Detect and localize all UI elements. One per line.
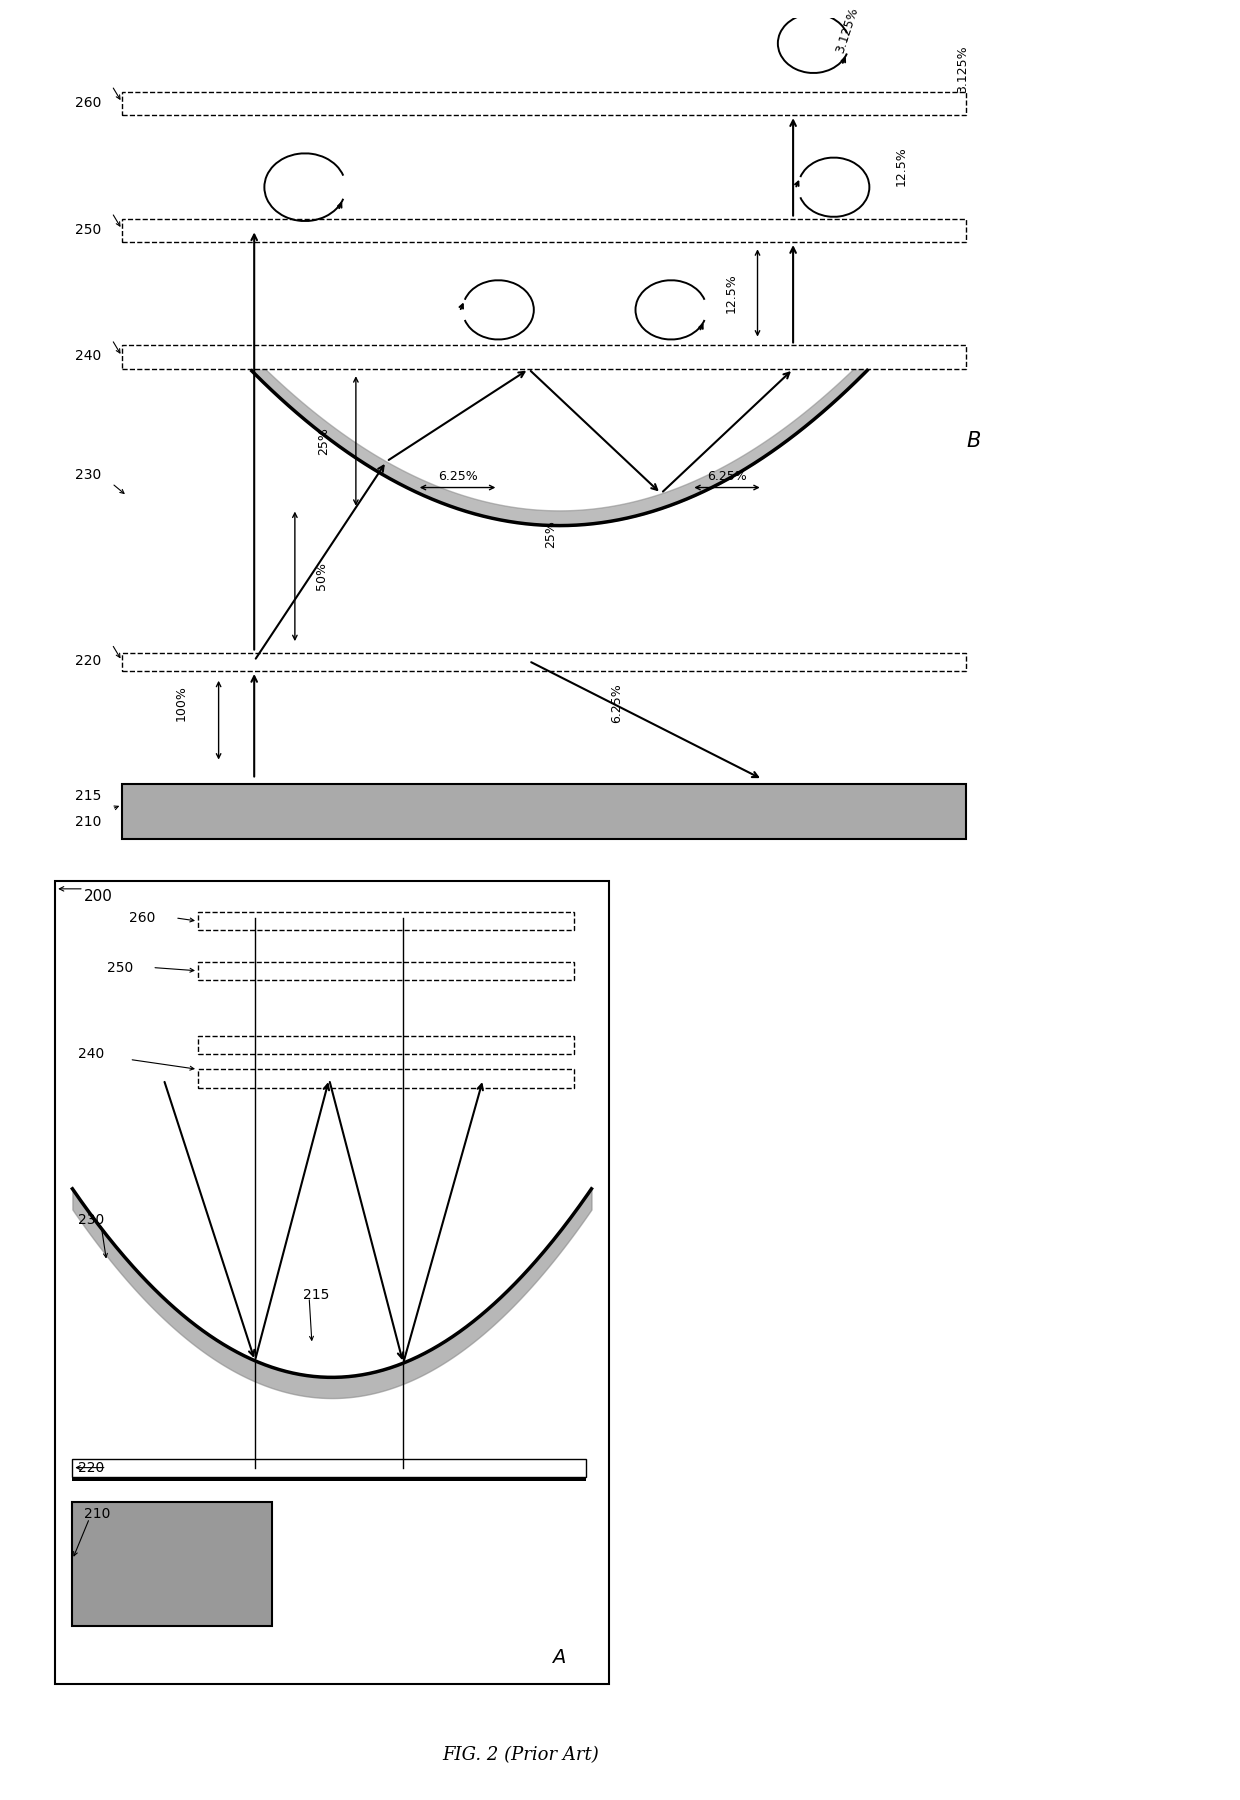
Text: 200: 200 bbox=[84, 889, 113, 904]
Text: 260: 260 bbox=[76, 95, 102, 110]
Text: 215: 215 bbox=[76, 790, 102, 803]
Text: B: B bbox=[966, 430, 981, 452]
Text: 6.25%: 6.25% bbox=[438, 470, 477, 482]
Bar bbox=[122, 92, 966, 115]
Bar bbox=[72, 1501, 272, 1625]
Text: 25%: 25% bbox=[317, 427, 330, 455]
Text: 240: 240 bbox=[76, 349, 102, 364]
Bar bbox=[72, 1458, 585, 1476]
Text: 220: 220 bbox=[78, 1462, 104, 1476]
Text: 25%: 25% bbox=[544, 520, 557, 547]
Text: 250: 250 bbox=[107, 961, 133, 974]
Bar bbox=[122, 653, 966, 671]
Bar bbox=[122, 783, 966, 839]
Text: 12.5%: 12.5% bbox=[895, 146, 908, 185]
Text: 3.125%: 3.125% bbox=[833, 5, 861, 56]
Bar bbox=[122, 218, 966, 243]
Text: A: A bbox=[552, 1649, 565, 1667]
Bar bbox=[198, 961, 574, 979]
Text: 100%: 100% bbox=[175, 686, 188, 722]
Text: 215: 215 bbox=[304, 1287, 330, 1301]
Bar bbox=[72, 1476, 585, 1481]
Text: 250: 250 bbox=[76, 223, 102, 236]
Bar bbox=[198, 1069, 574, 1087]
Bar bbox=[198, 1037, 574, 1055]
Text: 6.25%: 6.25% bbox=[610, 684, 622, 724]
Text: 240: 240 bbox=[78, 1048, 104, 1062]
Text: 260: 260 bbox=[129, 911, 156, 925]
Text: 220: 220 bbox=[76, 653, 102, 668]
Text: 3.125%: 3.125% bbox=[956, 45, 968, 92]
Text: FIG. 2 (Prior Art): FIG. 2 (Prior Art) bbox=[443, 1746, 599, 1764]
Text: 50%: 50% bbox=[315, 562, 329, 590]
Text: 210: 210 bbox=[76, 815, 102, 828]
Text: 210: 210 bbox=[84, 1507, 110, 1521]
Text: 230: 230 bbox=[78, 1213, 104, 1228]
Bar bbox=[198, 913, 574, 931]
Text: 6.25%: 6.25% bbox=[707, 470, 746, 482]
Text: 230: 230 bbox=[76, 468, 102, 482]
Text: 12.5%: 12.5% bbox=[724, 274, 737, 313]
Bar bbox=[122, 346, 966, 369]
